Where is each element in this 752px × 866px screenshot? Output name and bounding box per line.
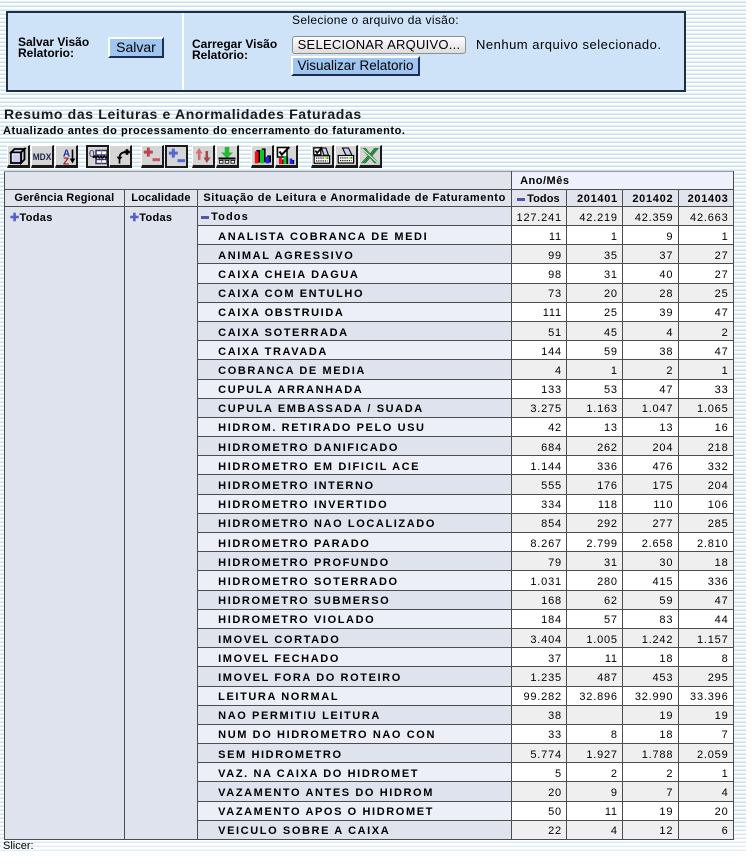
svg-text:0: 0 (89, 149, 95, 160)
svg-text:A: A (63, 149, 70, 160)
svg-text:MDX: MDX (33, 152, 52, 163)
svg-text:Z: Z (63, 157, 69, 166)
